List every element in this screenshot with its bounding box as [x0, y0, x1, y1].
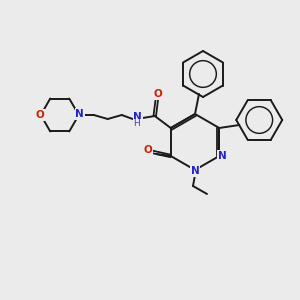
- Text: O: O: [153, 89, 162, 99]
- Text: N: N: [75, 109, 84, 119]
- Text: O: O: [143, 145, 152, 155]
- Text: N: N: [134, 112, 142, 122]
- Text: H: H: [134, 119, 140, 128]
- Text: N: N: [190, 166, 200, 176]
- Text: N: N: [218, 151, 226, 161]
- Text: O: O: [35, 110, 44, 120]
